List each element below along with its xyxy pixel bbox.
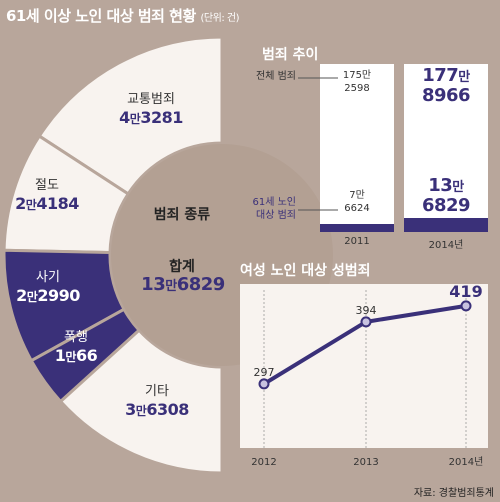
bar-2011-elder (320, 224, 394, 232)
source-note: 자료: 경찰범죄통계 (413, 488, 494, 499)
bar-2011-year: 2011 (344, 236, 370, 247)
unit-note: (단위: 건) (200, 13, 240, 24)
donut-segment-other (58, 328, 224, 475)
x-label-2: 2014년 (449, 456, 484, 468)
segment-label-other: 기타 3만6308 (82, 384, 232, 419)
donut-center-title: 범죄 종류 (153, 207, 211, 223)
segment-name: 기타 (145, 384, 169, 399)
donut-total-label: 합계 (169, 259, 195, 275)
line-point-0 (258, 378, 270, 390)
segment-label-assault: 폭행 1만66 (36, 330, 116, 365)
bar-2011-elder-value: 7만 6624 (344, 190, 370, 214)
bar-2014-year: 2014년 (428, 240, 464, 251)
bar-2011-total-value: 175만 2598 (342, 70, 372, 94)
segment-label-theft: 절도 2만4184 (2, 178, 92, 213)
line-point-2 (460, 300, 472, 312)
segment-label-fraud: 사기 2만2990 (2, 270, 94, 305)
segment-name: 사기 (36, 270, 60, 285)
line-value-labels: 297 394 419 (254, 282, 483, 379)
value-label-1: 394 (356, 304, 377, 317)
main-title: 61세 이상 노인 대상 범죄 현황 (단위: 건) (6, 5, 239, 26)
elder-crime-label: 61세 노인 대상 범죄 (252, 197, 296, 221)
donut-segment-traffic (37, 35, 224, 196)
value-label-2: 419 (449, 282, 482, 301)
segment-value: 3만6308 (125, 399, 189, 419)
trend-title: 범죄 추이 (262, 47, 319, 63)
bar-2014-elder (404, 218, 488, 232)
segment-value: 4만3281 (119, 107, 183, 127)
segment-name: 폭행 (64, 330, 88, 345)
value-label-0: 297 (254, 366, 275, 379)
line-chart-title: 여성 노인 대상 성범죄 (240, 263, 371, 279)
line-x-labels: 2012 2013 2014년 (251, 456, 483, 468)
segment-label-traffic: 교통범죄 4만3281 (76, 92, 226, 127)
segment-name: 교통범죄 (127, 92, 175, 107)
bar-2014-total (404, 64, 488, 232)
donut-total-value: 13만6829 (141, 274, 225, 295)
x-label-0: 2012 (251, 457, 276, 468)
bar-2011-total (320, 64, 394, 232)
total-crime-label: 전체 범죄 (256, 71, 296, 82)
bar-2014-total-value: 177만 8966 (421, 65, 471, 106)
x-label-1: 2013 (353, 457, 378, 468)
segment-value: 1만66 (54, 345, 98, 365)
segment-value: 2만4184 (15, 193, 79, 213)
line-points (258, 300, 472, 390)
line-chart-panel (240, 284, 488, 448)
line-point-1 (360, 316, 372, 328)
segment-value: 2만2990 (16, 285, 80, 305)
segment-name: 절도 (35, 178, 59, 193)
bar-2014-elder-value: 13만 6829 (421, 175, 471, 216)
main-title-text: 61세 이상 노인 대상 범죄 현황 (6, 7, 196, 25)
